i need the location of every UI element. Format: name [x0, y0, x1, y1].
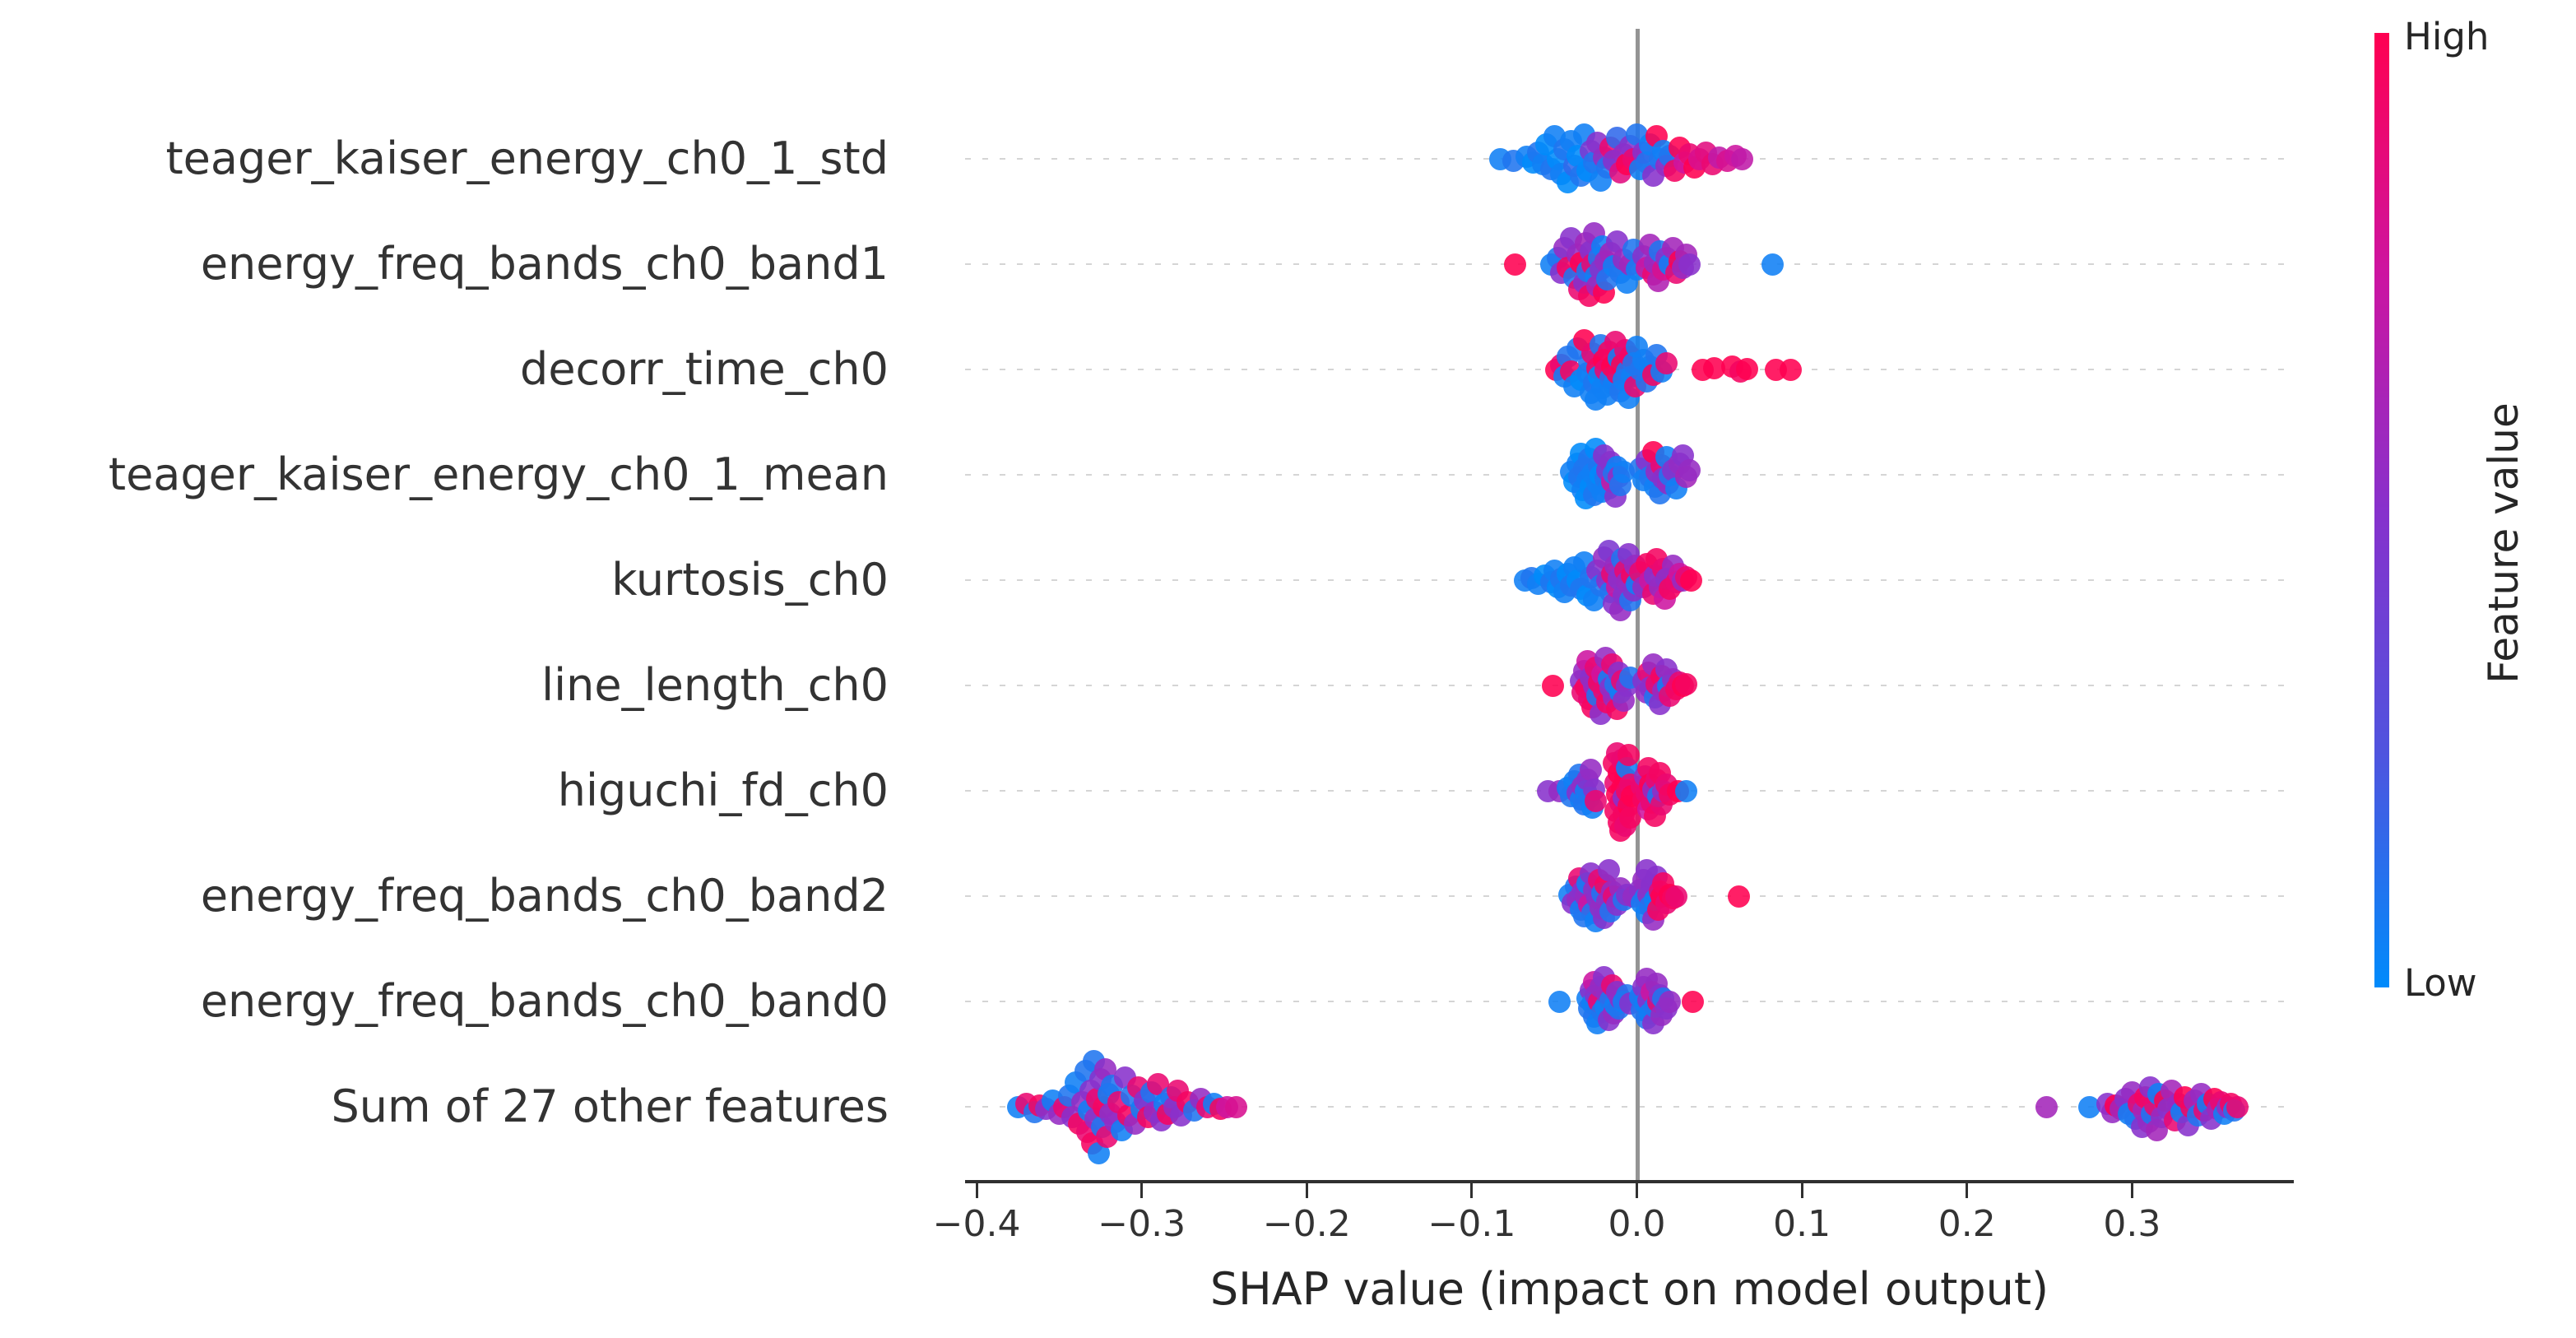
x-tick-label: −0.2 [1262, 1203, 1351, 1245]
data-point [1736, 357, 1759, 380]
x-tick-mark [1800, 1183, 1803, 1198]
x-tick-mark [1966, 1183, 1969, 1198]
x-tick-label: −0.1 [1427, 1203, 1516, 1245]
x-tick-label: 0.2 [1938, 1203, 1996, 1245]
x-tick-mark [2130, 1183, 2133, 1198]
feature-label: teager_kaiser_energy_ch0_1_mean [108, 448, 889, 500]
x-tick-mark [1305, 1183, 1308, 1198]
colorbar-high-label: High [2404, 15, 2490, 58]
data-point [1584, 789, 1607, 812]
x-tick-mark [1636, 1183, 1639, 1198]
x-tick-label: −0.4 [932, 1203, 1021, 1245]
x-tick-mark [975, 1183, 978, 1198]
feature-label: decorr_time_ch0 [520, 343, 889, 395]
feature-label: Sum of 27 other features [331, 1080, 889, 1132]
x-tick-label: 0.3 [2103, 1203, 2161, 1245]
data-point [2035, 1095, 2058, 1118]
feature-value-colorbar [2374, 33, 2389, 987]
data-point [1541, 674, 1564, 697]
row-gridline [965, 1106, 2294, 1108]
data-point [1761, 253, 1784, 276]
data-point [1680, 569, 1703, 592]
colorbar-low-label: Low [2404, 961, 2477, 1005]
feature-label: energy_freq_bands_ch0_band0 [200, 975, 889, 1027]
data-point [1503, 253, 1526, 276]
x-tick-label: 0.0 [1608, 1203, 1666, 1245]
data-point [1659, 990, 1682, 1013]
feature-label: higuchi_fd_ch0 [557, 764, 889, 816]
x-tick-mark [1140, 1183, 1144, 1198]
feature-label: energy_freq_bands_ch0_band1 [200, 238, 889, 290]
data-point [1779, 358, 1802, 381]
data-point [1665, 885, 1688, 908]
x-tick-label: −0.3 [1098, 1203, 1186, 1245]
data-point [1675, 672, 1698, 695]
feature-label: line_length_ch0 [541, 659, 889, 711]
data-point [1655, 351, 1678, 374]
feature-label: kurtosis_ch0 [611, 554, 889, 606]
data-point [1617, 743, 1640, 766]
x-axis-title: SHAP value (impact on model output) [1209, 1263, 2049, 1315]
data-point [1678, 253, 1701, 276]
x-tick-label: 0.1 [1773, 1203, 1831, 1245]
data-point [1678, 458, 1701, 481]
data-point [2226, 1095, 2249, 1118]
feature-label: energy_freq_bands_ch0_band2 [200, 870, 889, 922]
x-tick-mark [1470, 1183, 1474, 1198]
data-point [1548, 990, 1571, 1013]
data-point [1731, 147, 1754, 170]
data-point [1224, 1095, 1247, 1118]
x-axis-line [965, 1180, 2294, 1183]
data-point [1675, 779, 1698, 802]
data-point [1579, 758, 1602, 781]
feature-label: teager_kaiser_energy_ch0_1_std [165, 132, 889, 184]
colorbar-title: Feature value [2480, 402, 2527, 684]
data-point [1682, 990, 1705, 1013]
data-point [1728, 885, 1751, 908]
